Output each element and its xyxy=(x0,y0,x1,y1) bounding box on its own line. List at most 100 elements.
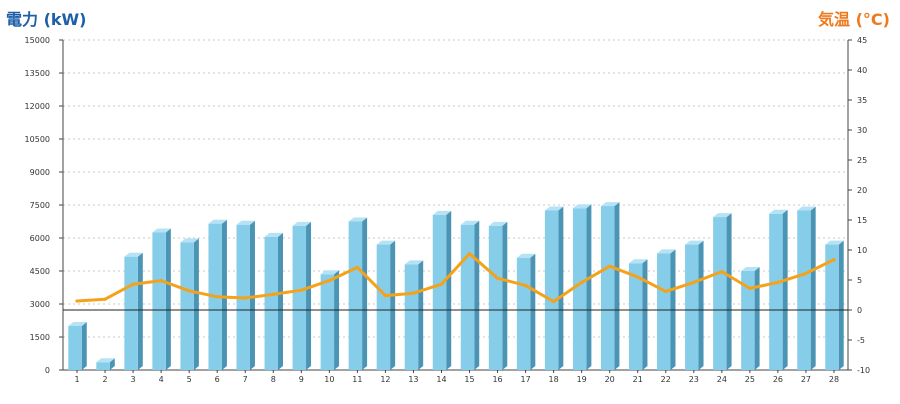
temperature-point xyxy=(748,286,752,290)
x-tick-label: 17 xyxy=(520,375,530,384)
temperature-point xyxy=(636,275,640,279)
bar xyxy=(600,206,615,370)
bar-side xyxy=(838,240,844,370)
bar-side xyxy=(530,253,536,370)
temperature-point xyxy=(439,282,444,286)
left-tick-label: 13500 xyxy=(25,69,50,78)
temperature-line xyxy=(75,252,836,304)
bar-side xyxy=(334,270,340,370)
bar-side xyxy=(558,206,564,370)
bar-top xyxy=(236,220,255,225)
bar xyxy=(460,224,475,370)
bar-top xyxy=(208,219,227,224)
bar-top xyxy=(629,259,648,264)
bar-top xyxy=(657,249,676,254)
temperature-point xyxy=(580,280,584,284)
temperature-point xyxy=(467,252,472,256)
bar-top xyxy=(180,238,199,243)
temperature-point xyxy=(804,271,808,275)
bar-side xyxy=(726,213,732,370)
temperature-point xyxy=(355,265,359,269)
x-tick-label: 7 xyxy=(243,375,248,384)
x-tick-label: 12 xyxy=(380,375,390,384)
bar-top xyxy=(432,210,452,215)
x-tick-label: 21 xyxy=(633,375,643,384)
bar-top xyxy=(797,206,816,211)
bar-side xyxy=(502,221,508,370)
x-tick-label: 19 xyxy=(577,375,587,384)
right-tick-label: 5 xyxy=(857,276,862,285)
right-tick-label: 10 xyxy=(857,246,867,255)
temperature-point xyxy=(243,296,247,300)
x-tick-label: 15 xyxy=(464,375,474,384)
bar xyxy=(629,263,643,370)
bar xyxy=(825,244,839,370)
x-tick-label: 3 xyxy=(131,375,136,384)
bar xyxy=(713,217,727,370)
bar-top xyxy=(264,232,283,237)
bar-side xyxy=(586,204,592,370)
bar-side xyxy=(390,240,396,370)
bar xyxy=(797,210,811,370)
bar-top xyxy=(544,206,564,211)
bar-side xyxy=(277,232,283,370)
bar-side xyxy=(249,220,255,370)
x-tick-label: 2 xyxy=(103,375,108,384)
bar xyxy=(68,326,82,370)
right-tick-label: 30 xyxy=(857,126,867,135)
bar xyxy=(516,257,531,370)
x-tick-label: 26 xyxy=(773,375,783,384)
temperature-point xyxy=(383,294,388,298)
bar xyxy=(264,236,278,370)
left-tick-label: 6000 xyxy=(30,234,50,243)
bar xyxy=(320,274,335,370)
bar-top xyxy=(825,240,844,245)
left-tick-label: 4500 xyxy=(30,267,50,276)
temperature-point xyxy=(411,291,416,295)
right-tick-label: -10 xyxy=(857,366,870,375)
temperature-point xyxy=(552,300,556,304)
bar xyxy=(657,253,671,370)
bar xyxy=(544,210,559,370)
bar xyxy=(180,242,194,370)
x-tick-label: 28 xyxy=(829,375,839,384)
temperature-point xyxy=(664,289,668,293)
temperature-point xyxy=(776,280,780,284)
bar xyxy=(488,225,503,370)
right-axis-title: 気温 (°C) xyxy=(818,10,890,29)
bar-top xyxy=(152,228,171,233)
left-tick-label: 3000 xyxy=(30,300,50,309)
temperature-point xyxy=(187,289,191,293)
x-tick-label: 11 xyxy=(352,375,362,384)
x-tick-label: 20 xyxy=(605,375,615,384)
temperature-point xyxy=(131,282,135,286)
left-tick-label: 10500 xyxy=(25,135,50,144)
bar-side xyxy=(362,217,368,370)
bar-top xyxy=(600,202,620,207)
bar-side xyxy=(782,209,788,370)
temperature-point xyxy=(327,279,331,283)
x-tick-label: 22 xyxy=(661,375,671,384)
bar-side xyxy=(642,259,648,370)
bar xyxy=(404,264,419,370)
left-tick-label: 15000 xyxy=(25,36,50,45)
left-tick-label: 0 xyxy=(45,366,50,375)
temperature-point xyxy=(692,280,696,284)
bar-top xyxy=(460,220,480,225)
left-tick-label: 12000 xyxy=(25,102,50,111)
bar-side xyxy=(446,210,452,370)
bar-top xyxy=(488,221,508,226)
temperature-point xyxy=(299,288,303,292)
right-tick-label: 0 xyxy=(857,306,862,315)
bar xyxy=(769,213,783,370)
bar-top xyxy=(292,221,312,226)
left-tick-label: 9000 xyxy=(30,168,50,177)
x-tick-label: 24 xyxy=(717,375,727,384)
bar xyxy=(572,208,587,370)
temperature-point xyxy=(103,297,107,301)
temperature-point xyxy=(495,276,500,280)
right-tick-label: 15 xyxy=(857,216,867,225)
left-axis-title: 電力 (kW) xyxy=(6,10,87,29)
left-tick-label: 7500 xyxy=(30,201,50,210)
